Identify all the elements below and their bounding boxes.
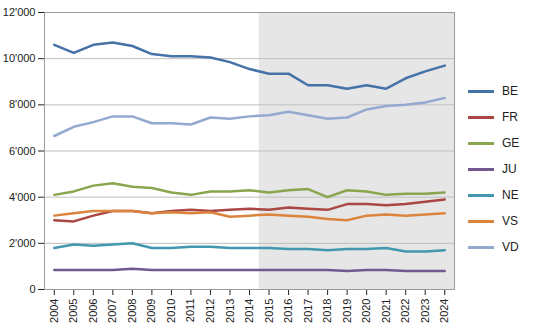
svg-text:2011: 2011	[184, 299, 196, 323]
svg-text:2019: 2019	[341, 299, 353, 323]
svg-text:2008: 2008	[126, 299, 138, 323]
html-text:VS: VS	[502, 214, 518, 228]
svg-text:4'000: 4'000	[9, 191, 36, 203]
svg-text:2004: 2004	[48, 299, 60, 323]
html-text:NE: NE	[502, 188, 519, 202]
html-text:VD: VD	[502, 240, 519, 254]
svg-text:2'000: 2'000	[9, 237, 36, 249]
svg-text:2023: 2023	[419, 299, 431, 323]
svg-text:2007: 2007	[106, 299, 118, 323]
svg-text:2015: 2015	[263, 299, 275, 323]
svg-text:12'000: 12'000	[3, 6, 36, 18]
svg-text:0: 0	[29, 283, 35, 295]
html-text:GE: GE	[502, 136, 520, 150]
svg-text:2024: 2024	[438, 299, 450, 323]
svg-text:2020: 2020	[360, 299, 372, 323]
svg-text:2009: 2009	[145, 299, 157, 323]
svg-text:2021: 2021	[380, 299, 392, 323]
svg-text:2016: 2016	[282, 299, 294, 323]
html-text:BE: BE	[502, 84, 518, 98]
html-text:FR: FR	[502, 110, 518, 124]
svg-text:2013: 2013	[223, 299, 235, 323]
svg-text:2014: 2014	[243, 299, 255, 323]
svg-text:2018: 2018	[321, 299, 333, 323]
svg-text:8'000: 8'000	[9, 98, 36, 110]
svg-text:2006: 2006	[87, 299, 99, 323]
html-text:JU: JU	[502, 162, 517, 176]
svg-text:2022: 2022	[399, 299, 411, 323]
svg-text:2012: 2012	[204, 299, 216, 323]
svg-text:10'000: 10'000	[3, 52, 36, 64]
svg-text:2010: 2010	[165, 299, 177, 323]
svg-text:2017: 2017	[302, 299, 314, 323]
svg-text:6'000: 6'000	[9, 145, 36, 157]
svg-text:2005: 2005	[67, 299, 79, 323]
